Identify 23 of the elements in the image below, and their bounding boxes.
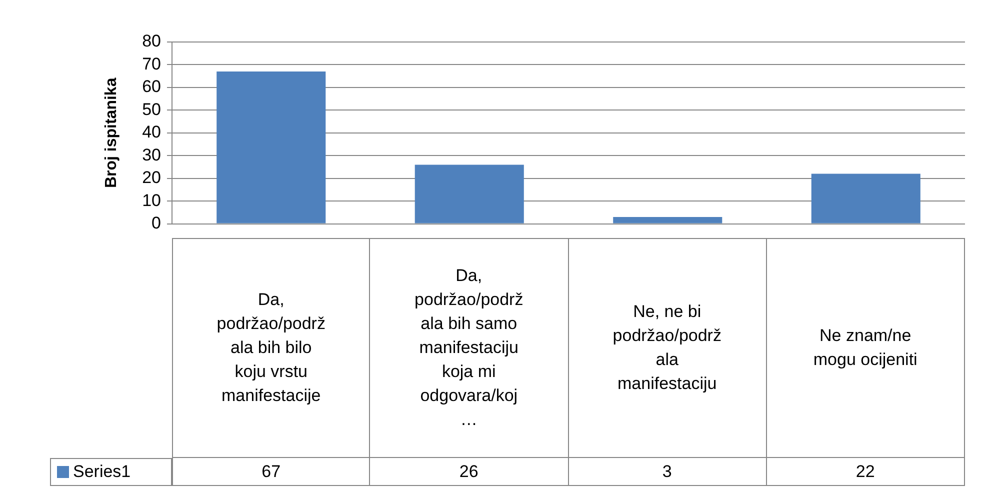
- data-label: 22: [766, 458, 965, 486]
- data-label: 26: [370, 458, 568, 486]
- y-tick-label: 30: [142, 145, 161, 164]
- x-tick-label: Ne, ne bi podržao/podržala manifestaciju: [612, 301, 722, 395]
- y-tick-label: 40: [142, 122, 161, 142]
- x-tick-label: Da, podržao/podržala bih samo manifestaciju koja mi odgovara/koj…: [414, 265, 524, 431]
- y-tick-label: 60: [142, 77, 161, 96]
- y-tick-label: 0: [152, 213, 161, 232]
- data-label: 67: [172, 458, 370, 486]
- bar: [414, 164, 524, 224]
- y-tick-label: 50: [142, 100, 161, 119]
- y-tick-label: 20: [142, 168, 161, 188]
- bar: [216, 72, 326, 224]
- x-tick-label: Da, podržao/podržala bih bilo koju vrstu manifestacije: [216, 289, 326, 407]
- y-tick-label: 80: [142, 32, 161, 51]
- y-axis-title: Broj ispitanika: [103, 78, 120, 188]
- y-tick-label: 10: [142, 190, 161, 210]
- bar: [613, 216, 722, 224]
- legend-label: Series1: [73, 461, 131, 483]
- bar: [811, 174, 920, 224]
- data-label: 3: [568, 458, 767, 486]
- x-tick-label: Ne znam/ne mogu ocijeniti: [812, 325, 918, 371]
- y-tick-label: 70: [142, 54, 161, 74]
